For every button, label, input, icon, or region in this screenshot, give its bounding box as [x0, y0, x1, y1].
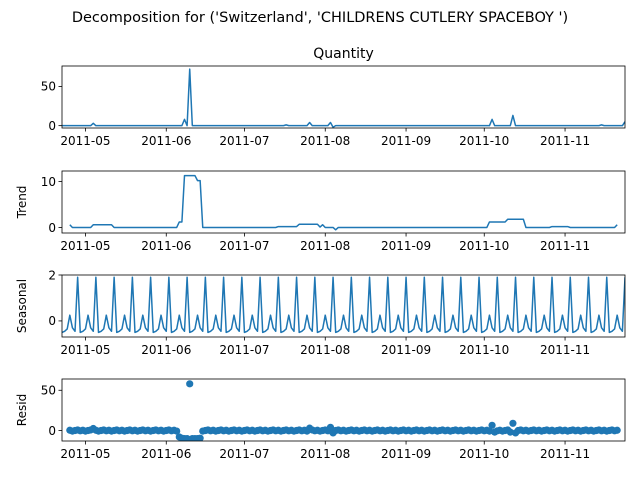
y-tick-label: 2: [48, 268, 56, 282]
x-tick-label: 2011-08: [300, 343, 350, 357]
y-tick-label: 0: [48, 424, 56, 438]
x-tick-label: 2011-11: [540, 343, 590, 357]
x-tick-label: 2011-06: [141, 239, 191, 253]
x-tick-label: 2011-05: [60, 447, 110, 461]
x-tick-label: 2011-08: [300, 134, 350, 148]
resid-point: [509, 419, 517, 427]
axes-title: Quantity: [313, 46, 374, 62]
data-layer: [69, 174, 618, 231]
x-tick-label: 2011-05: [60, 134, 110, 148]
axes-frame: [61, 274, 626, 338]
x-tick-label: 2011-09: [381, 239, 431, 253]
y-axis-label: Seasonal: [15, 279, 29, 333]
panel-0: 2011-05 2011-06 2011-07 2011-08 2011-09 2011-…: [41, 46, 626, 148]
x-tick-label: 2011-05: [60, 239, 110, 253]
x-tick-label: 2011-08: [300, 447, 350, 461]
x-tick-label: 2011-07: [219, 239, 269, 253]
resid-point: [186, 380, 194, 388]
x-tick-label: 2011-10: [459, 239, 509, 253]
resid-point: [173, 427, 181, 435]
x-tick-label: 2011-11: [540, 239, 590, 253]
panel-2: 2011-05 2011-06 2011-07 2011-08 2011-09 2011-…: [15, 268, 626, 357]
x-tick-label: 2011-11: [540, 134, 590, 148]
x-tick-label: 2011-07: [219, 343, 269, 357]
x-tick-label: 2011-06: [141, 447, 191, 461]
data-layer: [62, 68, 625, 128]
x-tick-label: 2011-08: [300, 239, 350, 253]
panel-3: 2011-05 2011-06 2011-07 2011-08 2011-09 2011-…: [15, 378, 626, 461]
figure-suptitle: Decomposition for ('Switzerland', 'CHILD…: [72, 10, 568, 26]
y-tick-label: 0: [48, 314, 56, 328]
data-layer: [62, 276, 625, 334]
x-tick-label: 2011-05: [60, 343, 110, 357]
x-tick-label: 2011-09: [381, 447, 431, 461]
y-axis-label: Resid: [15, 394, 29, 426]
x-tick-label: 2011-11: [540, 447, 590, 461]
x-tick-label: 2011-10: [459, 134, 509, 148]
y-tick-label: 50: [41, 384, 56, 398]
data-layer: [66, 380, 621, 441]
series-line: [62, 68, 625, 128]
resid-point: [488, 421, 496, 429]
panels: 2011-05 2011-06 2011-07 2011-08 2011-09 2011-…: [15, 46, 626, 461]
resid-point: [196, 434, 204, 441]
x-tick-label: 2011-07: [219, 447, 269, 461]
y-tick-label: 0: [48, 221, 56, 235]
x-tick-label: 2011-06: [141, 134, 191, 148]
series-line: [69, 174, 618, 231]
panel-1: 2011-05 2011-06 2011-07 2011-08 2011-09 2011-…: [15, 170, 626, 253]
resid-point: [326, 423, 335, 431]
x-tick-label: 2011-10: [459, 343, 509, 357]
axes-frame: [61, 378, 626, 442]
x-tick-label: 2011-07: [219, 134, 269, 148]
y-axis-label: Trend: [15, 186, 29, 220]
x-tick-label: 2011-10: [459, 447, 509, 461]
axes-frame: [61, 65, 626, 129]
x-tick-label: 2011-06: [141, 343, 191, 357]
resid-point: [613, 426, 621, 434]
x-tick-label: 2011-09: [381, 134, 431, 148]
y-tick-label: 10: [41, 175, 56, 189]
x-tick-label: 2011-09: [381, 343, 431, 357]
y-tick-label: 50: [41, 80, 56, 94]
axes-frame: [61, 170, 626, 234]
seasonal-line: [62, 276, 625, 334]
y-tick-label: 0: [48, 119, 56, 133]
